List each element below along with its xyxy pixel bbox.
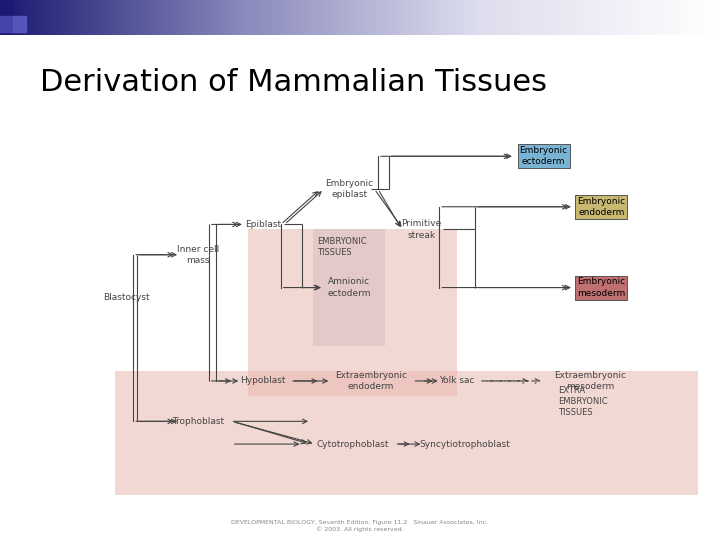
Bar bbox=[13, 16, 26, 31]
Text: Yolk sac: Yolk sac bbox=[439, 376, 475, 386]
Text: Syncytiotrophoblast: Syncytiotrophoblast bbox=[419, 440, 510, 449]
Text: Epiblast: Epiblast bbox=[245, 220, 281, 229]
Text: DEVELOPMENTAL BIOLOGY, Seventh Edition, Figure 11.2   Sinauer Associates, Inc.
©: DEVELOPMENTAL BIOLOGY, Seventh Edition, … bbox=[231, 520, 489, 532]
Bar bbox=[0, 0, 13, 16]
Text: Derivation of Mammalian Tissues: Derivation of Mammalian Tissues bbox=[40, 68, 546, 97]
Text: Extraembryonic
mesoderm: Extraembryonic mesoderm bbox=[554, 371, 626, 391]
Text: Inner cell
mass: Inner cell mass bbox=[177, 245, 219, 265]
Text: Embryonic
epiblast: Embryonic epiblast bbox=[325, 179, 373, 199]
Text: Blastocyst: Blastocyst bbox=[103, 293, 149, 302]
FancyBboxPatch shape bbox=[115, 371, 698, 495]
Text: EXTRA
EMBRYONIC
TISSUES: EXTRA EMBRYONIC TISSUES bbox=[558, 386, 608, 417]
FancyBboxPatch shape bbox=[248, 230, 457, 396]
Text: Amnionic
ectoderm: Amnionic ectoderm bbox=[328, 278, 371, 298]
Text: Embryonic
ectoderm: Embryonic ectoderm bbox=[520, 146, 567, 166]
Text: EMBRYONIC
TISSUES: EMBRYONIC TISSUES bbox=[317, 237, 366, 257]
Text: Hypoblast: Hypoblast bbox=[240, 376, 286, 386]
Text: Primitive
streak: Primitive streak bbox=[401, 219, 441, 240]
Text: Cytotrophoblast: Cytotrophoblast bbox=[317, 440, 389, 449]
FancyBboxPatch shape bbox=[313, 230, 385, 346]
Text: Trophoblast: Trophoblast bbox=[172, 417, 224, 426]
Text: Embryonic
mesoderm: Embryonic mesoderm bbox=[577, 278, 626, 298]
Bar bbox=[0, 16, 13, 31]
Text: Extraembryonic
endoderm: Extraembryonic endoderm bbox=[335, 371, 407, 391]
Text: Embryonic
endoderm: Embryonic endoderm bbox=[577, 197, 625, 217]
